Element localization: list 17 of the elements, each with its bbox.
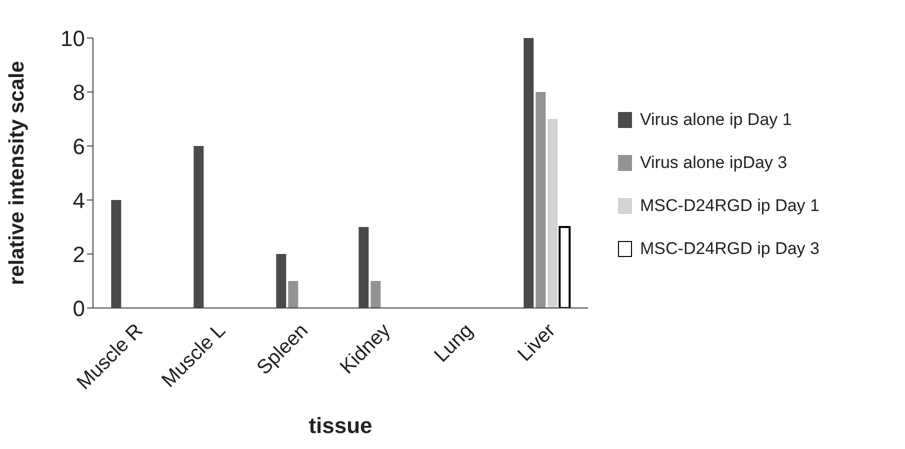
y-tick-label: 8 <box>72 80 85 105</box>
bar <box>536 92 546 308</box>
legend-label: MSC-D24RGD ip Day 3 <box>640 238 820 258</box>
y-axis-title: relative intensity scale <box>5 60 28 286</box>
legend-label: Virus alone ipDay 3 <box>640 152 788 172</box>
legend-label: MSC-D24RGD ip Day 1 <box>640 196 820 216</box>
bar <box>288 281 298 308</box>
x-axis-title: tissue <box>308 413 372 438</box>
y-tick-label: 4 <box>72 188 85 213</box>
bar <box>558 226 571 308</box>
y-tick-label: 2 <box>72 242 85 267</box>
y-tick-label: 10 <box>60 26 85 51</box>
legend-label: Virus alone ip Day 1 <box>640 110 792 130</box>
bar <box>370 281 381 308</box>
y-tick-label: 6 <box>72 134 85 159</box>
bar <box>548 119 558 308</box>
y-tick-label: 0 <box>72 296 85 321</box>
